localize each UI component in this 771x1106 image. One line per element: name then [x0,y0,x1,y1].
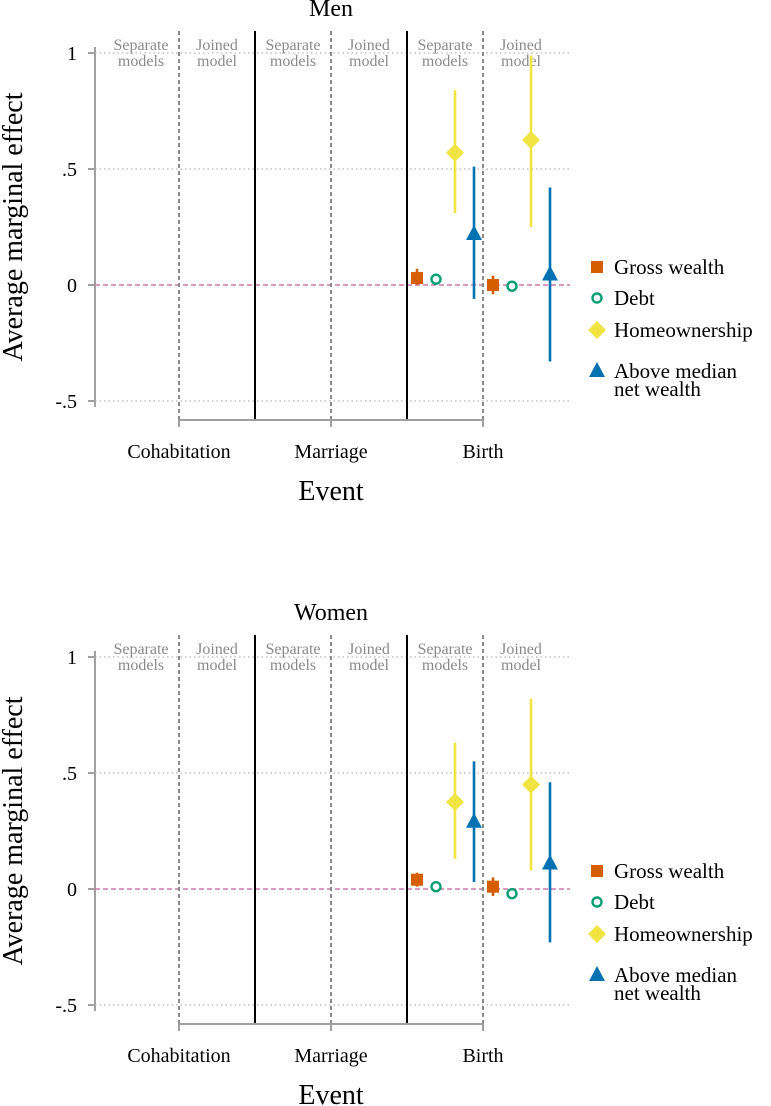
segment-label-line2: models [270,53,316,70]
y-tick-label: 1 [67,43,77,65]
y-axis-label: Average marginal effect [0,92,29,361]
x-category-label: Marriage [294,441,367,463]
marker-debt [506,887,518,900]
marker-home [522,131,540,149]
legend-marker-debt [591,292,603,304]
segment-label-line2: model [349,657,390,674]
marker-above [466,224,482,240]
x-category-label: Cohabitation [127,1045,230,1067]
marker-above [542,854,558,870]
legend-label-above-line2: net wealth [614,981,701,1005]
marker-debt [506,280,518,292]
x-axis-label: Event [298,476,364,507]
marker-debt [430,273,442,285]
legend-label-above: Above median [614,359,738,383]
legend-marker-above [589,966,605,981]
segment-label-line2: model [197,53,238,70]
marker-gross [411,873,423,886]
marker-gross [487,880,499,893]
series-above [466,166,558,362]
legend-label-above-line2: net wealth [614,377,701,401]
panel-title: Women [294,600,368,626]
segment-label-line2: models [270,657,316,674]
legend-marker-above [589,362,605,377]
legend-label-above: Above median [614,963,738,987]
legend-label-gross: Gross wealth [614,859,725,883]
segment-label-line2: model [197,657,238,674]
x-category-label: Marriage [294,1045,367,1067]
legend-marker-debt [591,896,603,908]
y-tick-label: .5 [62,763,77,785]
segment-label-line2: models [422,657,468,674]
segment-label-line1: Joined [500,37,542,54]
segment-label-line1: Separate [265,641,320,658]
panel-title: Men [309,0,353,22]
segment-label-line2: model [349,53,390,70]
segment-label-line1: Separate [417,641,472,658]
x-axis-label: Event [298,1080,364,1106]
segment-label-line1: Separate [417,37,472,54]
y-tick-label: .5 [62,159,77,181]
x-category-label: Birth [462,1045,503,1067]
series-home [446,698,540,871]
y-axis-label: Average marginal effect [0,696,29,965]
legend-label-debt: Debt [614,286,655,310]
legend: Gross wealth Debt Homeownership Above media… [588,255,753,401]
segment-label-line1: Joined [196,37,238,54]
segment-label-line1: Joined [196,641,238,658]
segment-label-line2: model [501,657,542,674]
segment-label-line2: models [118,53,164,70]
y-tick-label: 0 [67,879,77,901]
legend-marker-home [588,925,606,943]
x-category-label: Cohabitation [127,441,230,463]
legend-marker-gross [591,865,603,877]
segment-label-line2: models [118,657,164,674]
series-above [466,761,558,943]
legend-label-home: Homeownership [614,922,753,946]
marker-home [522,775,540,794]
series-gross [411,872,499,896]
marker-above [466,812,482,828]
segment-label-line1: Joined [348,641,390,658]
y-tick-label: -.5 [55,995,77,1017]
marker-gross [411,272,423,285]
marker-home [446,793,464,811]
legend: Gross wealth Debt Homeownership Above media… [588,859,753,1005]
panel-women: Women Average marginal effect 1 .5 0 -.5 Separ… [0,600,753,1106]
legend-marker-gross [591,261,603,273]
marker-home [446,143,464,162]
series-gross [411,268,499,295]
y-tick-label: 0 [67,275,77,297]
series-home [446,55,540,227]
legend-label-debt: Debt [614,890,655,914]
segment-label-line1: Separate [265,37,320,54]
series-debt [430,273,518,292]
series-debt [430,880,518,900]
y-tick-label: 1 [67,647,77,669]
segment-label-line2: models [422,53,468,70]
marker-gross [487,279,499,291]
marker-debt [430,880,442,893]
segment-label-line1: Joined [348,37,390,54]
panel-men: Men Average marginal effect 1 .5 0 -.5 Separat… [0,0,753,507]
segment-label-line1: Separate [113,37,168,54]
legend-marker-home [588,321,606,339]
segment-label-line1: Separate [113,641,168,658]
marker-above [542,265,558,281]
legend-label-gross: Gross wealth [614,255,725,279]
legend-label-home: Homeownership [614,318,753,342]
y-tick-label: -.5 [55,391,77,413]
segment-label-line2: model [501,53,542,70]
x-category-label: Birth [462,441,503,463]
segment-label-line1: Joined [500,641,542,658]
